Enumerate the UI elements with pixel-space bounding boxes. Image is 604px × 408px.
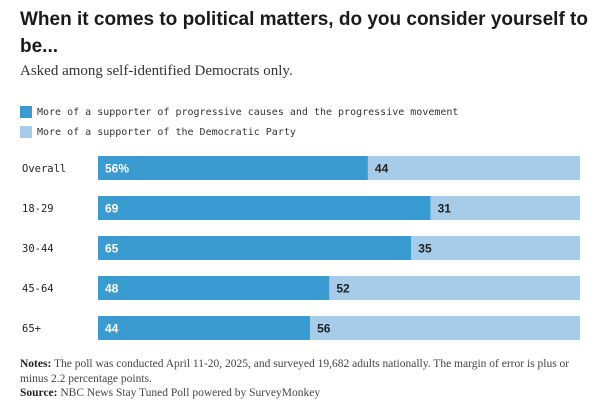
legend-item-progressive: More of a supporter of progressive cause…	[20, 106, 458, 118]
category-label: 65+	[22, 323, 41, 335]
bar-democratic-party	[411, 236, 580, 260]
chart-subtitle: Asked among self-identified Democrats on…	[20, 63, 293, 79]
data-label-progressive: 56%	[105, 162, 129, 176]
data-label-progressive: 44	[105, 322, 119, 336]
legend-label-democratic-party: More of a supporter of the Democratic Pa…	[37, 126, 296, 138]
bar-democratic-party	[367, 156, 580, 180]
bar-democratic-party	[430, 196, 580, 220]
legend-label-progressive: More of a supporter of progressive cause…	[37, 106, 459, 118]
category-label: 30-44	[22, 243, 54, 255]
data-label-democratic-party: 44	[375, 162, 389, 176]
bar-democratic-party	[310, 316, 580, 340]
data-label-democratic-party: 52	[336, 282, 350, 296]
data-label-progressive: 65	[105, 242, 119, 256]
notes-text: The poll was conducted April 11-20, 2025…	[20, 358, 570, 385]
category-label: Overall	[22, 163, 66, 175]
bar-progressive	[98, 236, 412, 260]
data-label-democratic-party: 31	[438, 202, 452, 216]
chart-title: When it comes to political matters, do y…	[20, 9, 588, 57]
data-label-progressive: 69	[105, 202, 119, 216]
bar-democratic-party	[329, 276, 580, 300]
source-label: Source:	[20, 387, 58, 399]
data-label-progressive: 48	[105, 282, 119, 296]
data-label-democratic-party: 35	[418, 242, 432, 256]
notes-label: Notes:	[20, 358, 52, 370]
legend-swatch-democratic-party	[20, 126, 32, 138]
chart-notes: Notes: The poll was conducted April 11-2…	[20, 357, 590, 401]
bar-progressive	[98, 316, 311, 340]
legend-swatch-progressive	[20, 106, 32, 118]
bar-progressive	[98, 276, 330, 300]
bar-progressive	[98, 156, 368, 180]
category-label: 45-64	[22, 283, 54, 295]
bar-progressive	[98, 196, 431, 220]
category-label: 18-29	[22, 203, 54, 215]
data-label-democratic-party: 56	[317, 322, 331, 336]
stacked-bar-chart: Overall 56% 44 18-29 69 31 30-44 65 35 45-64 48 52 6…	[22, 156, 580, 340]
source-text: NBC News Stay Tuned Poll powered by Surv…	[57, 387, 321, 399]
legend-item-democratic-party: More of a supporter of the Democratic Pa…	[20, 126, 296, 138]
